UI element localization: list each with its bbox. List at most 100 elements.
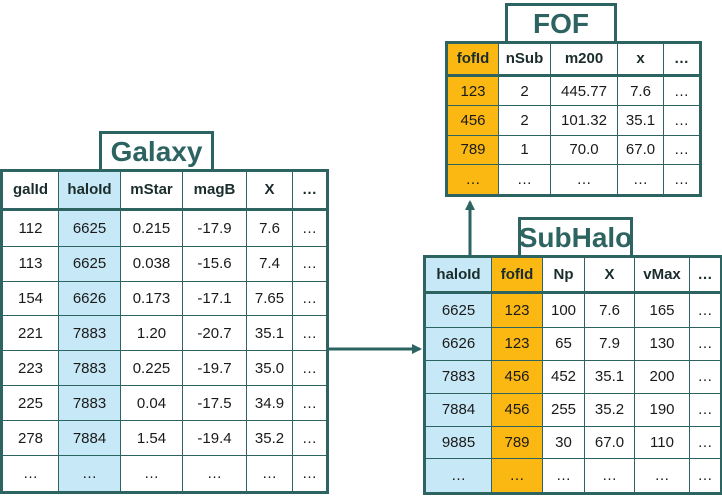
subhalo-column-header: Np	[542, 255, 585, 295]
subhalo-table-cell: …	[689, 458, 722, 494]
fof-table-row: 123 2 445.77 7.6…	[446, 74, 701, 107]
fof-table-cell: 445.77	[550, 74, 618, 107]
subhalo-table-cell: 67.0	[584, 425, 635, 460]
subhalo-table-cell: 456	[491, 392, 543, 427]
fof-table-cell: 456	[446, 105, 499, 136]
galaxy-table-cell: …	[182, 455, 247, 493]
subhalo-column-header: …	[689, 255, 722, 295]
subhalo-table-cell: 35.2	[584, 392, 635, 427]
galaxy-table-row: 112 6625 0.215 -17.9 7.6…	[1, 208, 328, 247]
subhalo-table-cell: 7.9	[584, 327, 635, 361]
galaxy-table-cell: 225	[1, 385, 59, 422]
galaxy-table-cell: …	[246, 455, 293, 493]
galaxy-table: galId haloId mStar magB X… 112 6625 0.215 -17.9 7…	[0, 169, 329, 494]
galaxy-table-cell: …	[292, 280, 328, 317]
galaxy-table-row: 221 7883 1.20 -20.7 35.1…	[1, 315, 328, 352]
galaxy-table-cell: 7884	[58, 420, 121, 457]
galaxy-table-cell: …	[292, 385, 328, 422]
subhalo-table-cell: …	[542, 458, 585, 494]
galaxy-table-cell: …	[292, 245, 328, 282]
fof-column-header: nSub	[498, 42, 551, 77]
subhalo-table-cell: 35.1	[584, 359, 635, 394]
subhalo-table-cell: 7884	[424, 392, 492, 427]
galaxy-table-cell: …	[58, 455, 121, 493]
fof-column-header: x	[617, 42, 664, 77]
subhalo-table-cell: …	[491, 458, 543, 494]
galaxy-table-cell: 154	[1, 280, 59, 317]
galaxy-table-cell: 278	[1, 420, 59, 457]
fof-table-cell: …	[446, 164, 499, 196]
galaxy-table-cell: …	[120, 455, 183, 493]
galaxy-table-cell: …	[292, 208, 328, 247]
fof-table-cell: 70.0	[550, 134, 618, 166]
galaxy-table-cell: …	[292, 455, 328, 493]
subhalo-column-header: vMax	[634, 255, 690, 295]
subhalo-table-row: 6626 123 65 7.9 130…	[424, 327, 722, 361]
galaxy-table-cell: -19.4	[182, 420, 247, 457]
galaxy-table-cell: …	[292, 315, 328, 352]
subhalo-table-cell: …	[689, 392, 722, 427]
fof-table-cell: 123	[446, 74, 499, 107]
galaxy-table-cell: 35.0	[246, 350, 293, 387]
galaxy-table-cell: 7.65	[246, 280, 293, 317]
galaxy-table-cell: …	[292, 350, 328, 387]
fof-table-cell: …	[663, 164, 701, 196]
galaxy-table-cell: -17.1	[182, 280, 247, 317]
subhalo-table-row: 7883 456 452 35.1 200…	[424, 359, 722, 394]
subhalo-table-cell: …	[689, 359, 722, 394]
subhalo-table-cell: …	[634, 458, 690, 494]
galaxy-column-header: …	[292, 170, 328, 211]
subhalo-table-cell: 100	[542, 292, 585, 329]
fof-table-cell: 7.6	[617, 74, 664, 107]
galaxy-table-row: 223 7883 0.225 -19.7 35.0…	[1, 350, 328, 387]
fof-table-cell: …	[498, 164, 551, 196]
galaxy-table-cell: 0.215	[120, 208, 183, 247]
galaxy-table-cell: 34.9	[246, 385, 293, 422]
subhalo-table-cell: 123	[491, 292, 543, 329]
galaxy-table-cell: 0.038	[120, 245, 183, 282]
galaxy-table-row: 113 6625 0.038 -15.6 7.4…	[1, 245, 328, 282]
fof-column-header: fofId	[446, 42, 499, 77]
fof-table-cell: …	[617, 164, 664, 196]
subhalo-column-header: fofId	[491, 255, 543, 295]
subhalo-table-cell: 65	[542, 327, 585, 361]
galaxy-table-cell: 221	[1, 315, 59, 352]
subhalo-table-cell: 6626	[424, 327, 492, 361]
subhalo-column-header: haloId	[424, 255, 492, 295]
fof-table-cell: 789	[446, 134, 499, 166]
fof-table-cell: 1	[498, 134, 551, 166]
fof-column-header: m200	[550, 42, 618, 77]
galaxy-table-cell: 6625	[58, 208, 121, 247]
subhalo-table-cell: 130	[634, 327, 690, 361]
galaxy-table-cell: 1.20	[120, 315, 183, 352]
galaxy-table-row: 278 7884 1.54 -19.4 35.2…	[1, 420, 328, 457]
galaxy-table-cell: -20.7	[182, 315, 247, 352]
subhalo-table-cell: 200	[634, 359, 690, 394]
galaxy-table-cell: 0.225	[120, 350, 183, 387]
galaxy-table-cell: 35.2	[246, 420, 293, 457]
galaxy-table-cell: -15.6	[182, 245, 247, 282]
subhalo-table-cell: …	[689, 425, 722, 460]
subhalo-column-header: X	[584, 255, 635, 295]
fof-table-cell: 2	[498, 74, 551, 107]
subhalo-table-cell: 255	[542, 392, 585, 427]
fof-table-cell: 67.0	[617, 134, 664, 166]
subhalo-table-cell: …	[424, 458, 492, 494]
galaxy-table-cell: 7.4	[246, 245, 293, 282]
subhalo-table-row: 9885 789 30 67.0 110…	[424, 425, 722, 460]
subhalo-table-row: ………………	[424, 458, 722, 494]
subhalo-title: SubHalo	[518, 217, 633, 259]
fof-table-cell: 101.32	[550, 105, 618, 136]
fof-header-row: fofId nSub m200 x…	[446, 42, 701, 77]
galaxy-table-cell: 1.54	[120, 420, 183, 457]
galaxy-table-cell: 6625	[58, 245, 121, 282]
galaxy-table-cell: 113	[1, 245, 59, 282]
galaxy-column-header: magB	[182, 170, 247, 211]
subhalo-table-cell: 7883	[424, 359, 492, 394]
subhalo-table-row: 6625 123 100 7.6 165…	[424, 292, 722, 329]
fof-title: FOF	[505, 3, 617, 45]
fof-table-cell: 35.1	[617, 105, 664, 136]
galaxy-table-cell: …	[1, 455, 59, 493]
